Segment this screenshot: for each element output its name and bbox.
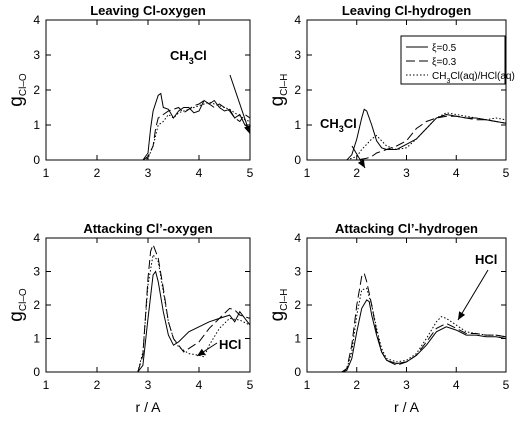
y-tick-label: 3 xyxy=(294,265,301,279)
series-line-dotted xyxy=(346,112,507,161)
y-tick-label: 0 xyxy=(294,365,301,379)
annotation-arrowhead xyxy=(244,125,251,134)
legend-label: CH3Cl(aq)/HCl(aq) xyxy=(432,71,515,85)
x-tick-label: 4 xyxy=(453,378,460,392)
x-axis-label: r / A xyxy=(136,399,162,415)
x-tick-label: 3 xyxy=(145,166,152,180)
series-line-solid xyxy=(341,299,507,373)
chart-title: Attacking Cl’-oxygen xyxy=(83,221,212,236)
chart-title: Leaving Cl-hydrogen xyxy=(342,3,471,18)
annotation-arrowhead xyxy=(458,311,466,320)
y-tick-label: 2 xyxy=(294,83,301,97)
annotation-label: CH3Cl xyxy=(170,48,207,66)
y-tick-label: 0 xyxy=(33,365,40,379)
y-tick-label: 2 xyxy=(294,298,301,312)
legend-box xyxy=(400,35,506,85)
legend-label: ξ=0.3 xyxy=(432,57,457,68)
annotation-arrowhead xyxy=(197,348,206,356)
y-tick-label: 0 xyxy=(33,153,40,167)
legend-label: ξ=0.5 xyxy=(432,43,457,54)
y-tick-label: 4 xyxy=(33,13,40,27)
x-tick-label: 5 xyxy=(247,378,254,392)
x-tick-label: 3 xyxy=(145,378,152,392)
y-axis-label: gCl–O xyxy=(6,73,29,107)
annotation-arrow xyxy=(457,269,489,321)
annotation-label: CH3Cl xyxy=(320,116,357,134)
series-line-dotted xyxy=(341,287,507,373)
y-tick-label: 3 xyxy=(294,48,301,62)
x-tick-label: 5 xyxy=(503,166,510,180)
x-tick-label: 4 xyxy=(196,378,203,392)
y-tick-label: 2 xyxy=(33,83,40,97)
x-tick-label: 2 xyxy=(353,166,360,180)
x-tick-label: 1 xyxy=(43,166,50,180)
x-tick-label: 1 xyxy=(304,166,311,180)
y-tick-label: 1 xyxy=(294,118,301,132)
annotation-arrow xyxy=(229,74,251,135)
y-tick-label: 4 xyxy=(294,13,301,27)
y-axis-label: gCl–H xyxy=(267,289,290,322)
x-tick-label: 2 xyxy=(353,378,360,392)
series-line-solid xyxy=(137,270,251,373)
x-tick-label: 5 xyxy=(247,166,254,180)
series-line-dotted xyxy=(142,101,251,161)
y-tick-label: 1 xyxy=(33,118,40,132)
y-tick-label: 3 xyxy=(33,265,40,279)
series-line-dashed xyxy=(137,243,251,373)
y-tick-label: 3 xyxy=(33,48,40,62)
y-tick-label: 4 xyxy=(294,231,301,245)
annotation-label: HCl xyxy=(475,252,497,267)
series-line-dashed xyxy=(346,115,507,161)
x-tick-label: 4 xyxy=(196,166,203,180)
plot-frame xyxy=(45,19,251,161)
x-tick-label: 3 xyxy=(403,378,410,392)
x-tick-label: 5 xyxy=(503,378,510,392)
x-tick-label: 2 xyxy=(94,166,101,180)
y-tick-label: 2 xyxy=(33,298,40,312)
x-tick-label: 1 xyxy=(43,378,50,392)
series-line-solid xyxy=(346,108,507,161)
annotation-label: HCl xyxy=(219,337,241,352)
x-tick-label: 3 xyxy=(403,166,410,180)
y-tick-label: 1 xyxy=(294,332,301,346)
series-line-solid xyxy=(142,92,251,161)
x-axis-label: r / A xyxy=(394,399,420,415)
y-tick-label: 1 xyxy=(33,332,40,346)
chart-title: Leaving Cl-oxygen xyxy=(90,3,206,18)
x-tick-label: 2 xyxy=(94,378,101,392)
chart-title: Attacking Cl’-hydrogen xyxy=(335,221,478,236)
series-line-dotted xyxy=(137,253,251,373)
x-tick-label: 1 xyxy=(304,378,311,392)
x-tick-label: 4 xyxy=(453,166,460,180)
y-axis-label: gCl–O xyxy=(6,288,29,322)
series-line-dashed xyxy=(142,99,251,161)
y-tick-label: 0 xyxy=(294,153,301,167)
y-axis-label: gCl–H xyxy=(267,74,290,107)
y-tick-label: 4 xyxy=(33,231,40,245)
annotation-arrowhead xyxy=(357,159,365,168)
